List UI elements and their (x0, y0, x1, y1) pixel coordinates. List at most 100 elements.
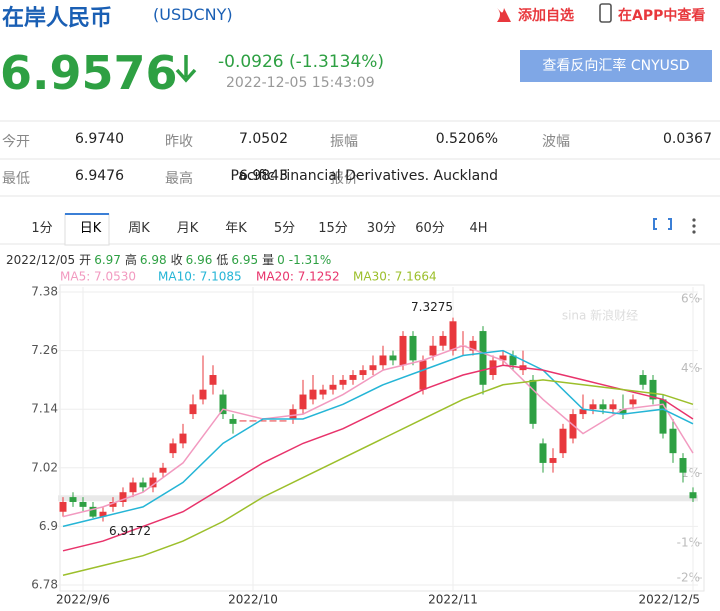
menu-dot[interactable] (692, 230, 696, 234)
stat-value: 6.9740 (75, 131, 124, 147)
candle-body (589, 404, 597, 410)
candle-body (679, 458, 687, 473)
fire-icon (497, 8, 511, 22)
code: (USDCNY) (153, 5, 233, 24)
price: 6.9576 (0, 46, 178, 100)
info-label: 量 (262, 253, 275, 267)
candle-body (599, 404, 607, 410)
info-value: 6.96 (185, 253, 213, 267)
info-label: 开 (79, 253, 92, 267)
tab[interactable]: 年K (225, 221, 247, 236)
candle-body (619, 409, 627, 415)
info-value: 6.95 (231, 253, 259, 267)
stat-value: 6.9843 (239, 168, 288, 184)
stat-value: 0.5206% (435, 131, 498, 147)
info-change: -1.31% (288, 253, 332, 267)
tab[interactable]: 日K (79, 221, 102, 236)
candle-body (189, 404, 197, 415)
candle-body (209, 375, 217, 385)
info-label: 低 (216, 253, 229, 267)
info-label: 收 (170, 253, 183, 267)
reverse-rate-button[interactable]: 查看反向汇率 CNYUSD (520, 50, 712, 82)
candle-body (389, 355, 397, 361)
y-tick-label: 7.02 (31, 460, 58, 474)
y-tick-label: 7.14 (31, 402, 58, 416)
ma-line (62, 364, 694, 552)
candle-body (139, 482, 147, 488)
stat-value: 0.0367 (663, 131, 712, 147)
candle-body (279, 420, 287, 422)
tab[interactable]: 4H (469, 221, 488, 236)
candle-body (539, 443, 547, 463)
low-annotation: 6.9172 (109, 524, 151, 538)
candle-body (319, 389, 327, 395)
down-arrow (175, 55, 197, 83)
x-tick-label: 2022/10 (228, 593, 278, 607)
candle-body (69, 497, 77, 502)
candle-body (399, 335, 407, 366)
fullscreen-icon[interactable] (653, 218, 672, 230)
info-date: 2022/12/05 (6, 253, 76, 267)
candle-body (529, 379, 537, 424)
tab[interactable]: 月K (176, 221, 199, 236)
candle-body (369, 365, 377, 371)
candle-body (549, 458, 557, 463)
watermark: sina 新浪财经 (562, 308, 638, 323)
y2-tick-label: 6% (681, 291, 700, 305)
tab[interactable]: 60分 (415, 221, 445, 236)
ma-line (62, 379, 694, 576)
candle-body (569, 414, 577, 439)
candle-body (299, 394, 307, 410)
x-tick-label: 2022/12/5 (638, 593, 700, 607)
candle-body (379, 355, 387, 366)
candle-body (579, 409, 587, 415)
candle-body (409, 335, 417, 361)
candle-body (289, 409, 297, 419)
candle-body (669, 428, 677, 454)
tab[interactable]: 5分 (273, 221, 296, 236)
ma-line (62, 349, 694, 528)
candle-body (429, 345, 437, 356)
tab[interactable]: 30分 (366, 221, 397, 236)
ma-line (62, 344, 694, 518)
title: 在岸人民币 (2, 6, 113, 31)
high-annotation: 7.3275 (411, 300, 453, 314)
phone-icon (599, 3, 612, 23)
menu-dot[interactable] (692, 218, 696, 222)
stat-label: 报价 (330, 171, 358, 187)
info-label: 高 (124, 253, 137, 267)
stat-label: 波幅 (542, 134, 570, 150)
candle-body (129, 482, 137, 493)
candle-body (149, 477, 157, 488)
candle-body (159, 467, 167, 473)
candle-body (229, 418, 237, 424)
time: 2022-12-05 15:43:09 (226, 75, 375, 91)
stat-value: 6.9476 (75, 168, 124, 184)
legend-entry: MA10: 7.1085 (158, 270, 242, 284)
candle-body (259, 420, 267, 422)
candle-body (329, 384, 337, 390)
y-tick-label: 6.78 (31, 578, 58, 592)
candle-body (179, 433, 187, 444)
candle-body (79, 501, 87, 507)
tab[interactable]: 1分 (31, 221, 53, 236)
add-watchlist[interactable]: 添加自选 (518, 8, 574, 24)
y-tick-label: 7.38 (31, 285, 58, 299)
stat-label: 昨收 (165, 134, 193, 150)
info-value: 6.98 (139, 253, 167, 267)
candle-body (239, 420, 247, 422)
tab[interactable]: 15分 (318, 221, 348, 236)
candle-body (479, 331, 487, 385)
candle-body (199, 389, 207, 400)
tab[interactable]: 周K (128, 221, 150, 236)
open-app[interactable]: 在APP中查看 (618, 8, 706, 24)
y-tick-label: 7.26 (31, 343, 58, 357)
stat-label: 最高 (165, 171, 193, 187)
menu-dot[interactable] (692, 224, 696, 228)
legend-entry: MA5: 7.0530 (60, 270, 136, 284)
stat-value: Pacific Financial Derivatives. Auckland (230, 168, 498, 184)
candle-body (119, 492, 127, 502)
change: -0.0926 (-1.3134%) (218, 52, 385, 72)
